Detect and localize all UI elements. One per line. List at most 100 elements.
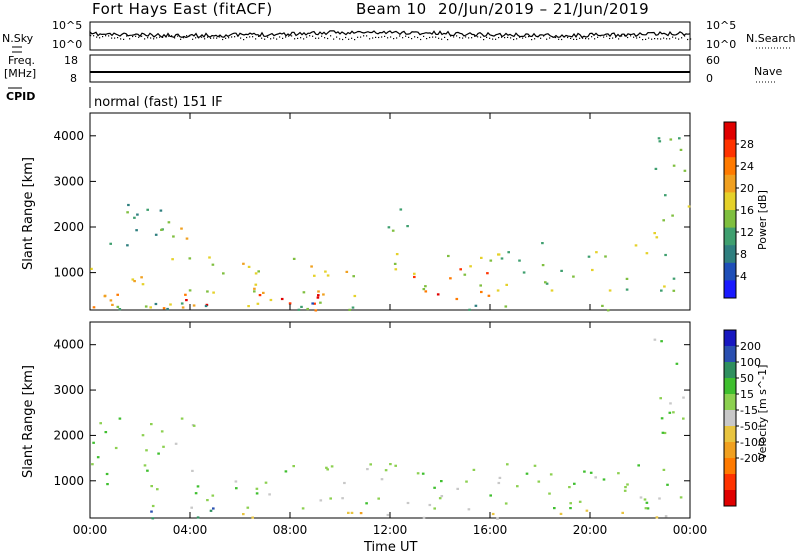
- nsearch-point: [570, 37, 572, 39]
- nsearch-point: [465, 36, 467, 38]
- nsearch-point: [138, 36, 140, 38]
- scatter-point: [497, 253, 501, 256]
- scatter-point: [96, 456, 100, 459]
- scatter-point: [246, 506, 250, 509]
- scatter-point: [366, 468, 369, 471]
- scatter-point: [474, 304, 478, 307]
- scatter-point: [544, 281, 547, 284]
- nsearch-point: [369, 38, 371, 40]
- scatter-point: [317, 290, 320, 293]
- colorbar-segment: [724, 245, 736, 264]
- nsearch-point: [312, 35, 314, 37]
- scatter-point: [180, 302, 184, 305]
- mhz-label: [MHz]: [4, 67, 37, 80]
- nave-tick-bottom: 0: [706, 72, 713, 85]
- scatter-point: [662, 219, 665, 222]
- scatter-point: [162, 445, 165, 448]
- scatter-point: [190, 506, 193, 509]
- scatter-point: [234, 480, 238, 483]
- scatter-point: [258, 294, 262, 297]
- scatter-point: [192, 304, 196, 307]
- scatter-point: [675, 362, 679, 365]
- scatter-point: [311, 302, 314, 305]
- y-tick-label: 3000: [53, 174, 84, 188]
- scatter-point: [413, 275, 416, 279]
- scatter-point: [208, 256, 211, 259]
- nsearch-point: [183, 37, 185, 39]
- nsearch-point: [204, 38, 206, 40]
- nsearch-point: [126, 35, 128, 37]
- scatter-point: [99, 422, 102, 425]
- scatter-point: [664, 515, 668, 518]
- scatter-point: [326, 274, 330, 277]
- scatter-point: [141, 434, 145, 437]
- y-tick-label: 4000: [53, 129, 84, 143]
- nsearch-point: [114, 37, 116, 39]
- scatter-point: [491, 512, 495, 516]
- x-tick-label: 00:00: [673, 523, 708, 537]
- scatter-point: [679, 148, 683, 151]
- nsearch-point: [381, 36, 383, 38]
- colorbar-tick-label: 4: [740, 270, 747, 283]
- nsearch-point: [219, 36, 221, 38]
- nsearch-point: [93, 35, 95, 37]
- nsearch-point: [558, 38, 560, 40]
- scatter-point: [506, 463, 509, 466]
- scatter-point: [118, 308, 122, 311]
- nsearch-point: [417, 36, 419, 39]
- scatter-point: [144, 305, 148, 308]
- scatter-point: [589, 471, 593, 474]
- scatter-point: [269, 298, 273, 302]
- scatter-point: [317, 294, 320, 297]
- scatter-point: [682, 396, 685, 399]
- scatter-point: [507, 251, 510, 254]
- scatter-point: [384, 469, 388, 472]
- nsearch-point: [120, 38, 122, 40]
- scatter-point: [330, 465, 334, 468]
- nsearch-point: [564, 36, 566, 38]
- scatter-point: [131, 278, 135, 281]
- scatter-point: [150, 485, 153, 488]
- scatter-point: [643, 498, 647, 501]
- scatter-point: [204, 304, 208, 308]
- colorbar-tick-label: 24: [740, 160, 754, 173]
- scatter-point: [669, 402, 672, 405]
- nsearch-point: [471, 37, 473, 39]
- scatter-point: [625, 288, 629, 291]
- nsearch-point: [690, 38, 692, 40]
- nsearch-point: [462, 37, 464, 39]
- scatter-point: [525, 472, 529, 475]
- scatter-point: [447, 254, 450, 258]
- scatter-point: [658, 497, 661, 500]
- scatter-point: [301, 507, 305, 510]
- colorbar-tick-label: 20: [740, 182, 754, 195]
- noise-tick-bottom-right: 10^0: [706, 38, 737, 51]
- scatter-point: [449, 277, 452, 280]
- scatter-point: [489, 494, 492, 497]
- scatter-point: [606, 309, 610, 312]
- nsearch-point: [207, 36, 209, 38]
- nsearch-label: N.Search: [746, 32, 796, 45]
- nsearch-point: [96, 36, 98, 38]
- scatter-point: [253, 287, 256, 290]
- nsearch-point: [426, 38, 428, 40]
- cpid-label: CPID: [6, 90, 36, 103]
- nsearch-point: [225, 37, 227, 39]
- nsearch-point: [360, 36, 362, 38]
- scatter-point: [664, 253, 667, 257]
- nsearch-point: [246, 36, 248, 39]
- scatter-point: [288, 302, 292, 305]
- scatter-point: [413, 272, 416, 275]
- nsearch-point: [567, 36, 569, 39]
- scatter-point: [604, 255, 607, 258]
- scatter-point: [438, 497, 442, 500]
- scatter-point: [154, 233, 158, 236]
- scatter-point: [660, 340, 663, 343]
- scatter-point: [322, 293, 325, 296]
- scatter-point: [658, 140, 662, 143]
- scatter-point: [118, 417, 122, 420]
- colorbar-tick-label: 50: [740, 372, 754, 385]
- scatter-point: [486, 272, 489, 275]
- scatter-point: [672, 277, 676, 280]
- nsky-label: N.Sky: [2, 32, 34, 45]
